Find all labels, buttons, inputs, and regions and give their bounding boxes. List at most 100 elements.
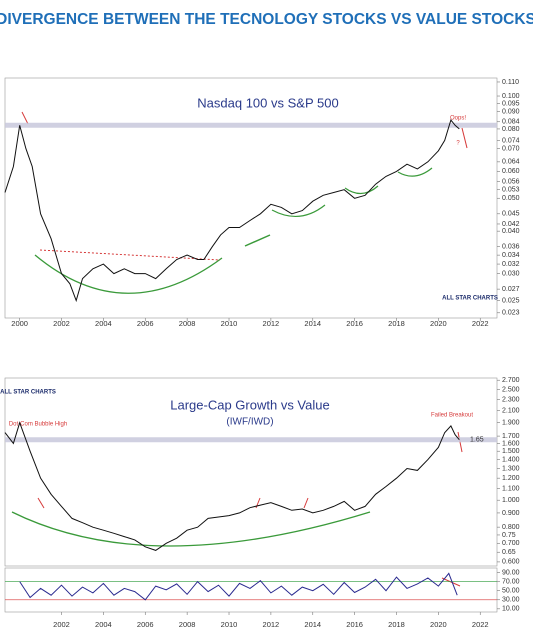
x-tick-label: 2008 (179, 620, 196, 629)
y-tick-label: 0.025 (502, 297, 520, 304)
arc (271, 204, 326, 217)
x-tick-label: 2000 (11, 319, 28, 328)
decorations (11, 111, 468, 587)
y-tick-label: 0.700 (502, 540, 520, 547)
x-tick-label: 2020 (430, 620, 447, 629)
y-tick-label: 50.00 (502, 588, 520, 595)
y-tick-label: 0.100 (502, 93, 520, 100)
x-tick-label: 2012 (263, 319, 280, 328)
x-tick-label: 2016 (346, 620, 363, 629)
x-tick-label: 2018 (388, 319, 405, 328)
y-tick-label: 0.040 (502, 228, 520, 235)
chart-title: Large-Cap Growth vs Value (170, 397, 329, 412)
y-tick-label: 2.700 (502, 377, 520, 384)
y-tick-label: 0.064 (502, 159, 520, 166)
x-tick-label: 2022 (472, 319, 489, 328)
y-tick-label: 1.400 (502, 456, 520, 463)
arc (34, 254, 223, 294)
y-tick-label: 0.060 (502, 168, 520, 175)
arc (11, 511, 371, 547)
y-tick-label: 0.75 (502, 532, 516, 539)
y-tick-label: 1.900 (502, 420, 520, 427)
y-tick-label: 0.074 (502, 137, 520, 144)
y-tick-label: 0.65 (502, 549, 516, 556)
y-tick-label: 0.110 (502, 79, 519, 86)
y-tick-label: 70.00 (502, 578, 520, 585)
x-tick-label: 2016 (346, 319, 363, 328)
x-tick-label: 2004 (95, 620, 112, 629)
arc (397, 167, 433, 177)
series-line (4, 118, 460, 303)
plot-frame (4, 567, 498, 613)
y-tick-label: 0.032 (502, 261, 520, 268)
y-tick-label: 0.900 (502, 510, 520, 517)
y-tick-label: 1.000 (502, 497, 520, 504)
y-tick-label: 0.027 (502, 286, 520, 293)
chart-subtitle: (IWF/IWD) (226, 417, 273, 428)
y-tick-label: 90.00 (502, 569, 520, 576)
level-label: 1.65 (470, 437, 484, 444)
arrow (303, 497, 309, 509)
x-tick-label: 2014 (304, 319, 321, 328)
x-tick-label: 2002 (53, 620, 70, 629)
arc (344, 185, 379, 195)
page-title: DIVERGENCE BETWEEN THE TECNOLOGY STOCKS … (0, 11, 533, 28)
x-tick-label: 2006 (137, 319, 154, 328)
y-tick-label: 0.600 (502, 559, 520, 566)
y-tick-label: 0.023 (502, 310, 520, 317)
logo: ALL STAR CHARTS (0, 390, 56, 396)
annotation: ? (456, 141, 460, 147)
x-tick-label: 2010 (221, 620, 238, 629)
arrow (244, 234, 271, 247)
series-line (19, 572, 458, 601)
x-tick-label: 2008 (179, 319, 196, 328)
y-tick-label: 0.036 (502, 244, 520, 251)
y-tick-label: 0.084 (502, 119, 520, 126)
y-tick-label: 10.00 (502, 606, 520, 613)
y-tick-label: 1.200 (502, 475, 520, 482)
y-tick-label: 30.00 (502, 597, 520, 604)
y-tick-label: 2.300 (502, 396, 520, 403)
y-tick-label: 0.045 (502, 211, 520, 218)
y-tick-label: 0.080 (502, 126, 520, 133)
x-tick-label: 2014 (304, 620, 321, 629)
arrow (461, 127, 468, 149)
y-tick-label: 0.050 (502, 195, 520, 202)
x-tick-label: 2022 (472, 620, 489, 629)
y-tick-label: 0.042 (502, 221, 520, 228)
trendline (39, 249, 221, 261)
x-tick-label: 2020 (430, 319, 447, 328)
x-tick-label: 2004 (95, 319, 112, 328)
x-tick-label: 2012 (263, 620, 280, 629)
y-tick-label: 1.300 (502, 465, 520, 472)
arrow (37, 497, 45, 509)
y-tick-label: 2.100 (502, 407, 520, 414)
arrow (21, 111, 29, 125)
annotation: Failed Breakout (431, 413, 473, 419)
chart-title: Nasdaq 100 vs S&P 500 (197, 95, 338, 110)
logo: ALL STAR CHARTS (442, 296, 498, 302)
y-tick-label: 1.700 (502, 433, 520, 440)
y-tick-label: 0.034 (502, 252, 520, 259)
series-line (4, 421, 460, 551)
annotation: Dot-Com Bubble High (9, 422, 67, 428)
x-tick-label: 2002 (53, 319, 70, 328)
x-tick-label: 2018 (388, 620, 405, 629)
y-tick-label: 0.095 (502, 100, 520, 107)
x-tick-label: 2006 (137, 620, 154, 629)
y-tick-label: 1.500 (502, 448, 520, 455)
y-tick-label: 0.053 (502, 187, 520, 194)
y-tick-label: 0.070 (502, 145, 520, 152)
y-tick-label: 0.800 (502, 524, 520, 531)
plot-frame (4, 377, 498, 567)
y-tick-label: 0.056 (502, 178, 520, 185)
y-tick-label: 1.600 (502, 440, 520, 447)
y-tick-label: 1.100 (502, 486, 520, 493)
y-tick-label: 0.030 (502, 270, 520, 277)
x-tick-label: 2010 (221, 319, 238, 328)
annotation: Oops! (450, 116, 466, 122)
y-tick-label: 0.090 (502, 108, 520, 115)
y-tick-label: 2.500 (502, 386, 520, 393)
